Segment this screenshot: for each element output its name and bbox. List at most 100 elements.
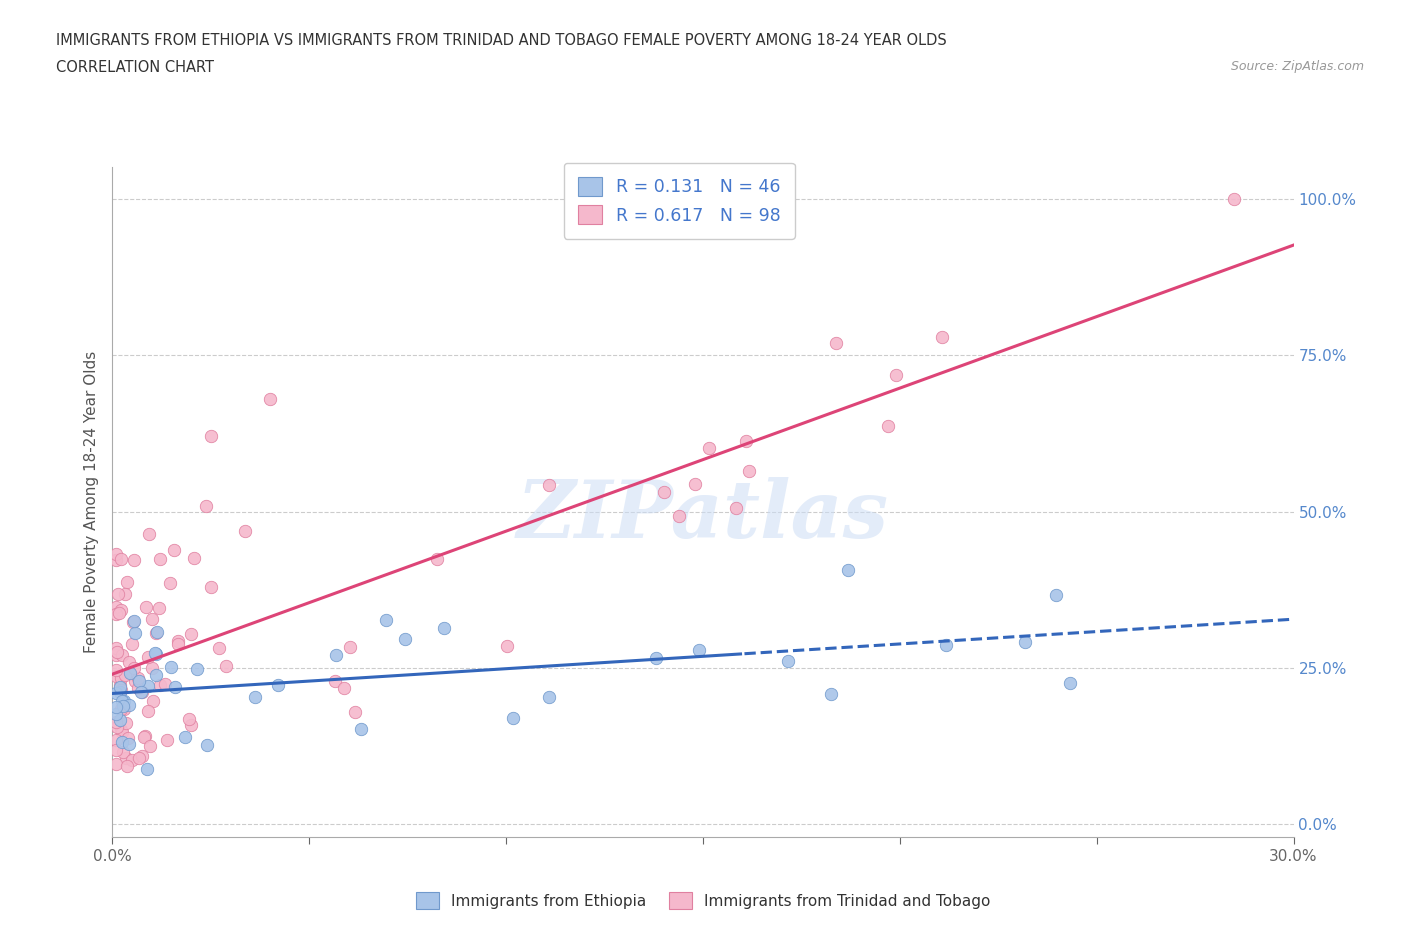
Point <box>108 680 131 695</box>
Point <box>105 699 128 714</box>
Point <box>502 711 524 725</box>
Point <box>121 637 143 652</box>
Point <box>432 620 454 635</box>
Point <box>538 690 561 705</box>
Text: IMMIGRANTS FROM ETHIOPIA VS IMMIGRANTS FROM TRINIDAD AND TOBAGO FEMALE POVERTY A: IMMIGRANTS FROM ETHIOPIA VS IMMIGRANTS F… <box>56 33 948 47</box>
Point <box>124 626 146 641</box>
Point <box>118 654 141 669</box>
Point <box>105 720 128 735</box>
Point <box>200 579 222 594</box>
Point <box>394 631 416 646</box>
Point <box>138 526 160 541</box>
Point <box>195 498 218 513</box>
Point <box>375 612 398 627</box>
Point <box>208 641 231 656</box>
Point <box>259 392 281 406</box>
Text: Source: ZipAtlas.com: Source: ZipAtlas.com <box>1230 60 1364 73</box>
Point <box>186 661 208 676</box>
Point <box>179 711 201 726</box>
Point <box>155 677 177 692</box>
Point <box>121 752 143 767</box>
Point <box>105 714 128 729</box>
Point <box>127 671 149 685</box>
Point <box>325 673 347 688</box>
Point <box>114 668 136 683</box>
Point <box>117 730 139 745</box>
Point <box>105 641 128 656</box>
Point <box>110 723 132 737</box>
Point <box>105 647 128 662</box>
Point <box>156 733 179 748</box>
Point <box>111 647 134 662</box>
Point <box>136 678 159 693</box>
Point <box>105 756 128 771</box>
Point <box>876 418 898 433</box>
Point <box>343 704 366 719</box>
Point <box>110 678 132 693</box>
Point <box>1059 675 1081 690</box>
Point <box>735 433 758 448</box>
Point <box>163 542 186 557</box>
Point <box>112 701 135 716</box>
Point <box>128 751 150 765</box>
Point <box>108 605 131 620</box>
Point <box>825 336 848 351</box>
Point <box>159 660 181 675</box>
Point <box>128 674 150 689</box>
Point <box>146 625 169 640</box>
Point <box>325 647 347 662</box>
Point <box>180 717 202 732</box>
Point <box>105 743 128 758</box>
Point <box>837 563 859 578</box>
Point <box>332 681 354 696</box>
Point <box>105 662 128 677</box>
Point <box>668 509 690 524</box>
Point <box>132 729 155 744</box>
Point <box>215 658 238 673</box>
Point <box>149 551 172 566</box>
Point <box>145 647 167 662</box>
Point <box>129 684 152 699</box>
Point <box>105 685 128 700</box>
Point <box>111 698 134 713</box>
Point <box>145 625 167 640</box>
Point <box>105 553 128 568</box>
Point <box>1014 634 1036 649</box>
Point <box>115 751 138 765</box>
Point <box>105 707 128 722</box>
Point <box>1223 192 1246 206</box>
Point <box>138 650 160 665</box>
Point <box>111 745 134 760</box>
Point <box>139 739 162 754</box>
Point <box>111 693 134 708</box>
Point <box>174 729 197 744</box>
Point <box>197 738 219 753</box>
Point <box>233 524 256 538</box>
Point <box>105 733 128 748</box>
Point <box>127 681 149 696</box>
Point <box>143 646 166 661</box>
Point <box>118 698 141 712</box>
Point <box>122 614 145 629</box>
Point <box>697 440 720 455</box>
Point <box>110 603 132 618</box>
Point <box>110 701 132 716</box>
Point <box>737 464 759 479</box>
Point <box>105 599 128 614</box>
Point <box>339 640 361 655</box>
Legend: Immigrants from Ethiopia, Immigrants from Trinidad and Tobago: Immigrants from Ethiopia, Immigrants fro… <box>408 884 998 916</box>
Point <box>110 551 132 566</box>
Point <box>111 735 134 750</box>
Point <box>105 668 128 683</box>
Point <box>112 694 135 709</box>
Point <box>886 367 908 382</box>
Point <box>688 642 710 657</box>
Point <box>110 670 132 684</box>
Point <box>644 651 666 666</box>
Point <box>118 737 141 751</box>
Point <box>110 712 132 727</box>
Point <box>111 724 134 739</box>
Point <box>683 476 706 491</box>
Point <box>142 693 165 708</box>
Point <box>166 633 188 648</box>
